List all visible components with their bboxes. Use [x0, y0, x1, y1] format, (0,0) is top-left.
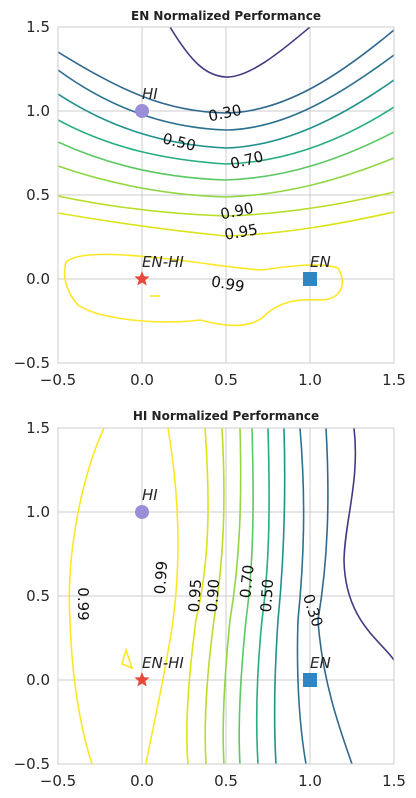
contour-line-0.30: [58, 29, 394, 114]
contour-label: 0.30: [207, 101, 243, 126]
y-tick-label: 0.5: [26, 587, 50, 605]
point-label: EN: [310, 253, 331, 271]
contour-line-0.70: [58, 131, 394, 181]
x-tick-label: 0.5: [214, 371, 238, 389]
x-tick-label: 0.0: [130, 772, 154, 790]
contour-line-0.80: [222, 428, 242, 764]
x-tick-label: −0.5: [40, 371, 76, 389]
en-point: [303, 272, 317, 286]
x-tick-label: −0.5: [40, 772, 76, 790]
y-tick-label: 0.0: [26, 270, 50, 288]
contour-line-0.70: [238, 428, 254, 764]
en-performance-panel: EN Normalized Performance 0.30 0.50 0.70…: [14, 9, 406, 389]
contour-line-0.60: [256, 428, 270, 764]
y-tick-label: −0.5: [14, 755, 50, 773]
contour-label: 0.95: [223, 220, 259, 244]
contour-label: 0.99: [151, 560, 171, 595]
contour-line-0.10: [343, 428, 394, 661]
contour-line-0.95: [58, 211, 394, 237]
contour-line-0.60: [58, 106, 394, 165]
contour-label: 0.70: [236, 564, 257, 599]
axis-ticks: −0.5 0.0 0.5 1.0 1.5 −0.5 0.0 0.5 1.0 1.5: [14, 419, 406, 790]
contour-line-0.99: [145, 428, 179, 764]
plot-frame: [57, 26, 395, 364]
y-tick-label: 1.0: [26, 102, 50, 120]
contour-label: 0.70: [228, 147, 265, 173]
point-label: HI: [142, 486, 158, 504]
contour-label: 0.90: [203, 578, 223, 613]
contour-line-0.40: [58, 54, 394, 131]
x-tick-label: 1.0: [298, 371, 322, 389]
contour-line-0.99: [63, 253, 344, 327]
contour-line-0.90: [58, 191, 394, 217]
y-tick-label: 0.5: [26, 186, 50, 204]
y-tick-label: 1.0: [26, 503, 50, 521]
contour-line-0.50: [273, 428, 286, 764]
contour-line-0.30: [317, 428, 353, 764]
en-hi-point: [134, 672, 150, 687]
hi-point: [135, 505, 149, 519]
contour-label: 0.50: [257, 578, 277, 613]
x-tick-label: 0.0: [130, 371, 154, 389]
hi-point: [135, 104, 149, 118]
point-label: HI: [142, 85, 158, 103]
x-tick-label: 1.5: [382, 772, 406, 790]
contour-line-0.95: [186, 428, 209, 764]
y-tick-label: 0.0: [26, 671, 50, 689]
contour-label: 0.50: [161, 129, 198, 155]
y-tick-label: 1.5: [26, 419, 50, 437]
markers: HI EN-HI EN: [134, 486, 331, 687]
x-tick-label: 0.5: [214, 772, 238, 790]
y-tick-label: −0.5: [14, 354, 50, 372]
chart-title: HI Normalized Performance: [133, 409, 319, 423]
contour-line-0.99-small: [121, 647, 134, 670]
x-tick-label: 1.0: [298, 772, 322, 790]
contour-lines: [68, 428, 394, 764]
contour-line-0.90: [204, 428, 225, 764]
hi-performance-panel: HI Normalized Performance 0.99 0.99 0.95…: [14, 409, 406, 790]
point-label: EN: [310, 654, 331, 672]
grid: [57, 427, 395, 765]
contour-line-0.80: [58, 157, 394, 198]
en-point: [303, 673, 317, 687]
plot-frame: [57, 427, 395, 765]
contour-line-0.99: [68, 428, 105, 764]
chart-title: EN Normalized Performance: [131, 9, 321, 23]
point-label: EN-HI: [142, 253, 184, 271]
point-label: EN-HI: [142, 654, 184, 672]
en-hi-point: [134, 271, 150, 286]
contour-label: 0.95: [185, 578, 205, 613]
x-tick-label: 1.5: [382, 371, 406, 389]
axis-ticks: −0.5 0.0 0.5 1.0 1.5 −0.5 0.0 0.5 1.0 1.5: [14, 18, 406, 389]
contour-line-0.40: [296, 428, 307, 764]
contour-line-0.50: [58, 79, 394, 149]
contour-labels: 0.99 0.99 0.95 0.90 0.70 0.50 0.30: [74, 560, 326, 629]
contour-lines: [58, 27, 394, 327]
contour-label: 0.99: [74, 587, 92, 620]
markers: HI EN-HI EN: [134, 85, 331, 286]
y-tick-label: 1.5: [26, 18, 50, 36]
contour-label: 0.30: [299, 592, 326, 629]
contour-label: 0.90: [219, 199, 255, 224]
contour-label: 0.99: [210, 272, 246, 296]
contour-line-0.10: [169, 27, 311, 78]
